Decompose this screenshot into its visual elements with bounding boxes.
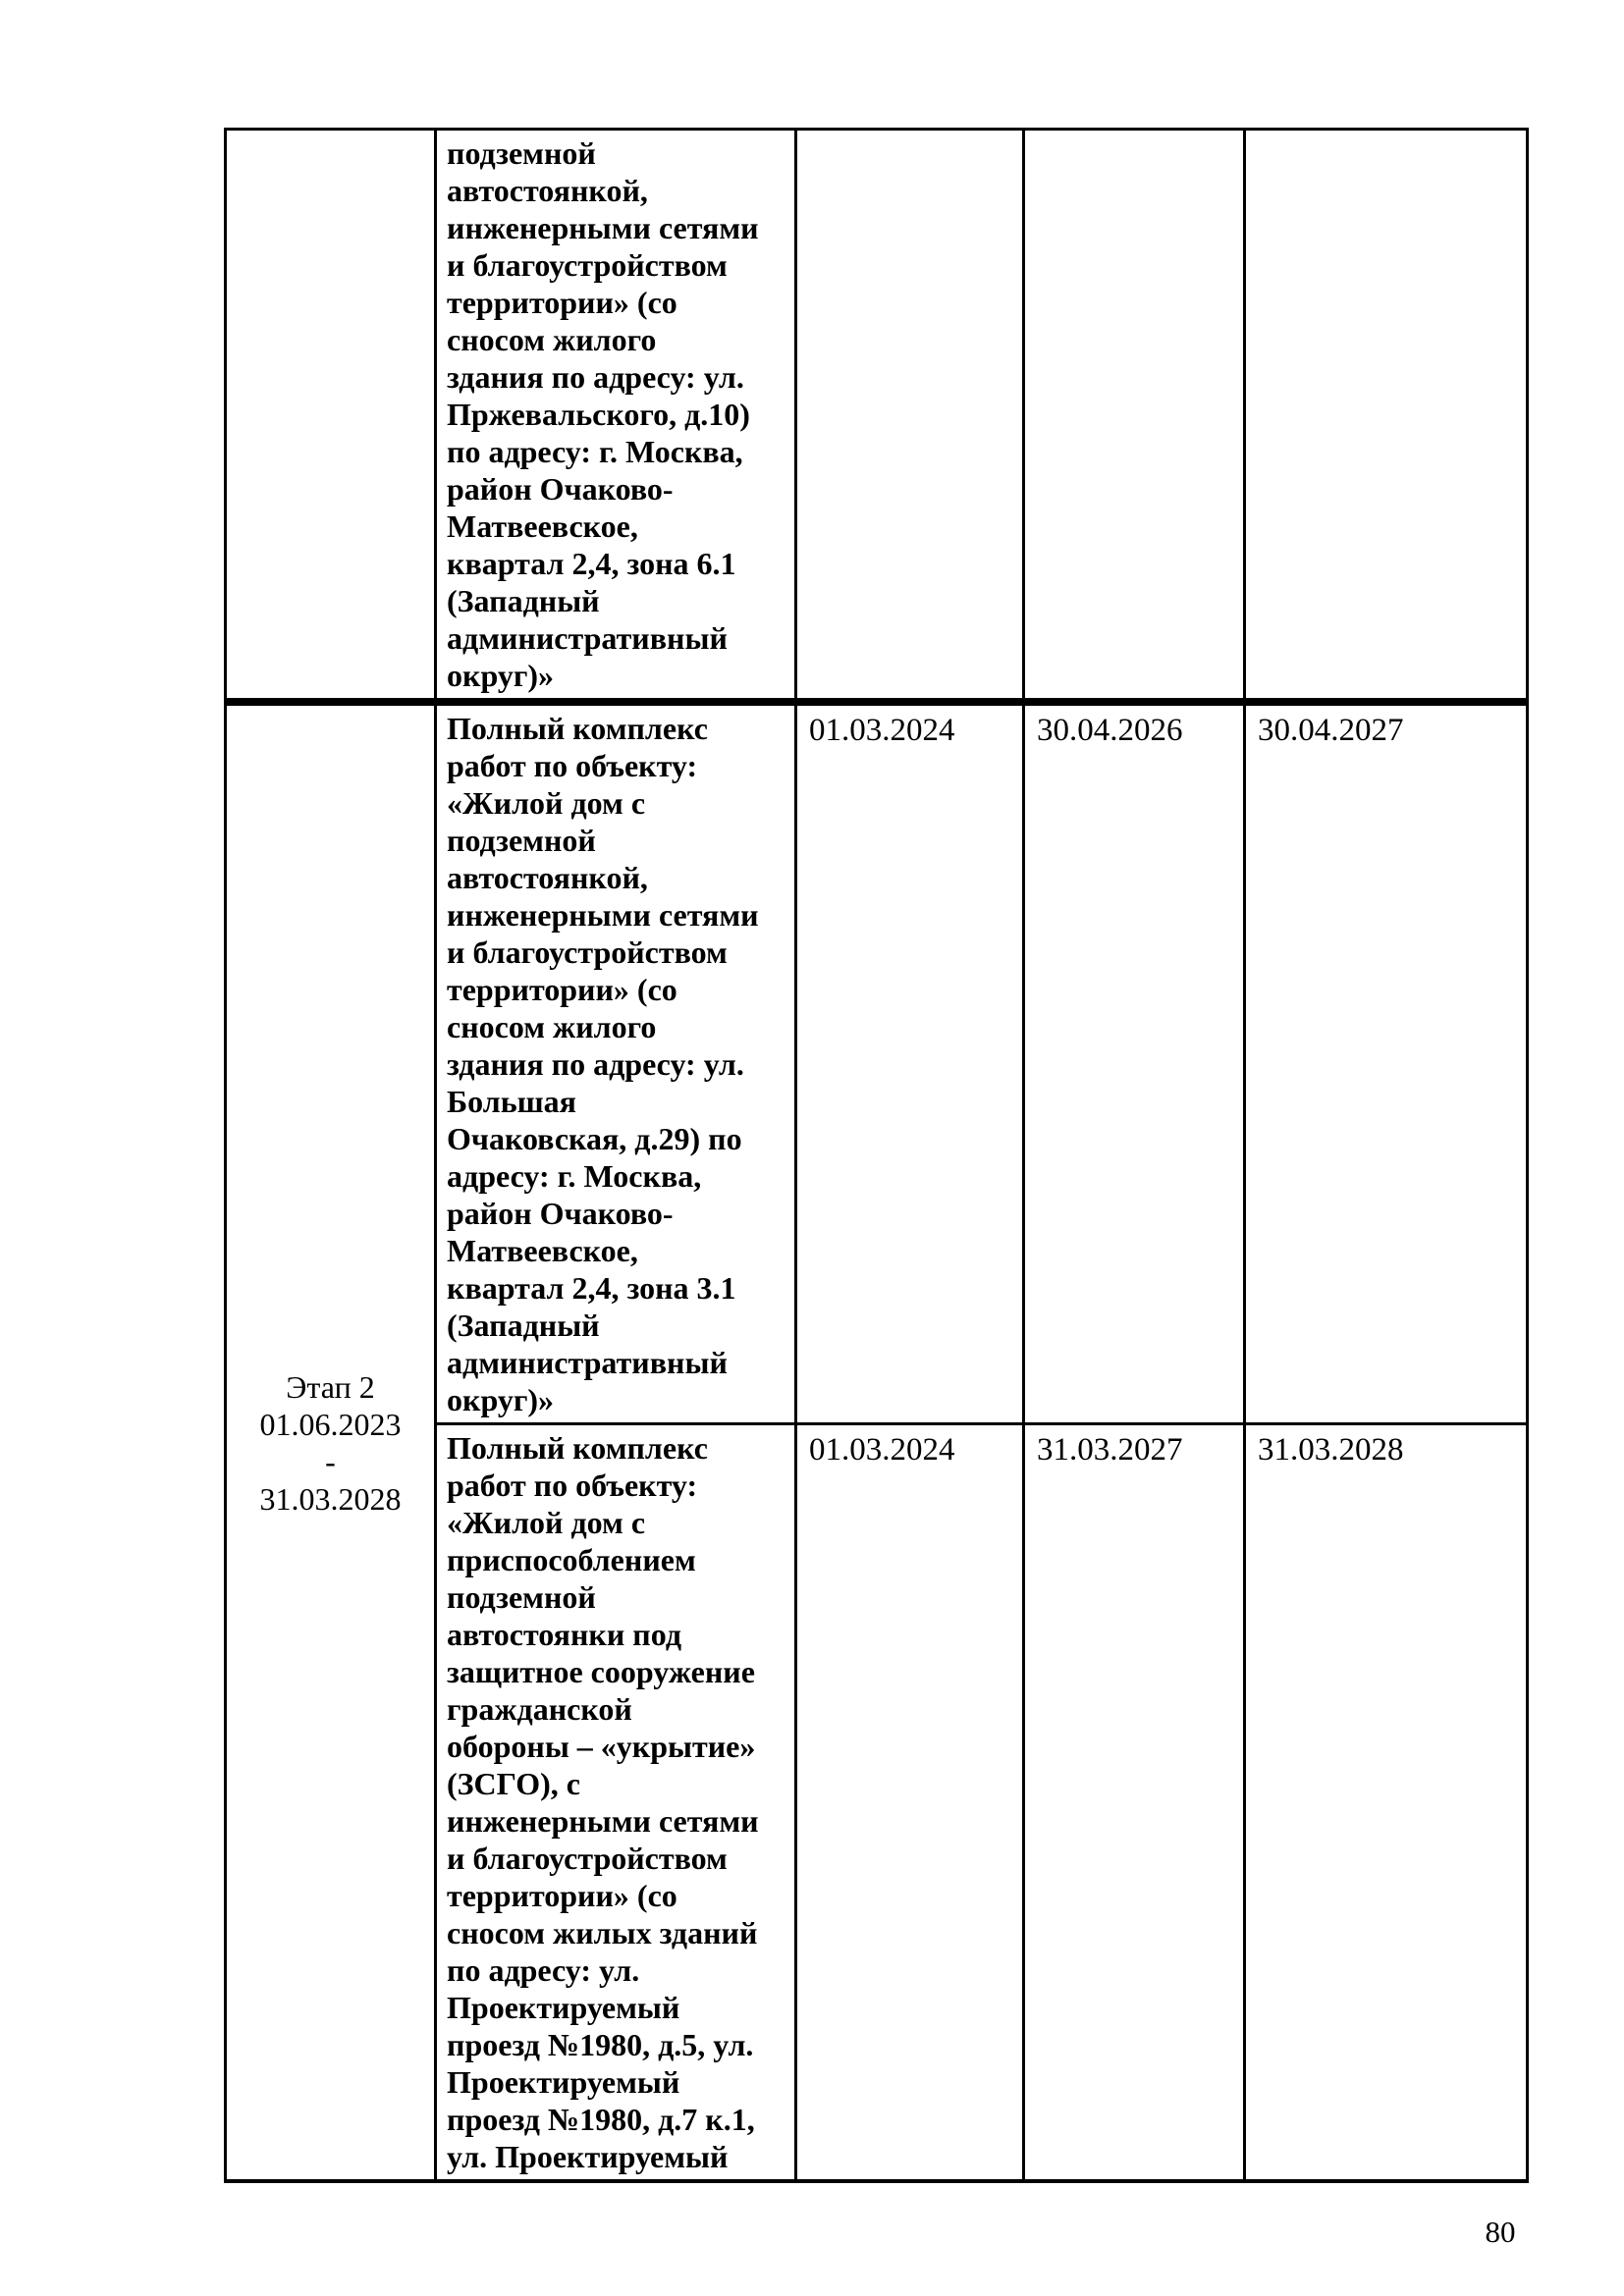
date-cell-3: 30.04.2027: [1243, 700, 1529, 1425]
date-cell-1: [794, 128, 1025, 706]
description-cell: Полный комплекс работ по объекту: «Жилой…: [434, 700, 797, 1425]
table-row: Этап 2 01.06.2023 - 31.03.2028 Полный ко…: [224, 700, 1529, 2183]
stage-label: Этап 2 01.06.2023 - 31.03.2028: [259, 1368, 402, 1517]
table-row: подземной автостоянкой, инженерными сетя…: [224, 128, 1529, 706]
date-cell-1: 01.03.2024: [794, 1422, 1025, 2183]
date-value: 01.03.2024: [809, 713, 955, 748]
date-value: 30.04.2027: [1258, 713, 1404, 748]
date-cell-2: 30.04.2026: [1022, 700, 1246, 1425]
project-description: Полный комплекс работ по объекту: «Жилой…: [447, 711, 759, 1417]
page-number: 80: [1485, 2215, 1516, 2249]
stage-cell: Этап 2 01.06.2023 - 31.03.2028: [224, 700, 437, 2183]
date-value: 30.04.2026: [1037, 713, 1183, 748]
date-cell-2: [1022, 128, 1246, 706]
date-value: 31.03.2027: [1037, 1432, 1183, 1468]
description-cell: подземной автостоянкой, инженерными сетя…: [434, 128, 797, 706]
construction-schedule-table: подземной автостоянкой, инженерными сетя…: [224, 128, 1529, 2183]
date-cell-2: 31.03.2027: [1022, 1422, 1246, 2183]
date-value: 31.03.2028: [1258, 1432, 1404, 1468]
date-value: 01.03.2024: [809, 1432, 955, 1468]
project-description: Полный комплекс работ по объекту: «Жилой…: [447, 1430, 759, 2174]
table-row: Полный комплекс работ по объекту: «Жилой…: [226, 1422, 1529, 2183]
date-cell-3: [1243, 128, 1529, 706]
date-cell-1: 01.03.2024: [794, 700, 1025, 1425]
stage-cell-empty: [224, 128, 437, 706]
date-cell-3: 31.03.2028: [1243, 1422, 1529, 2183]
description-cell: Полный комплекс работ по объекту: «Жилой…: [434, 1422, 797, 2183]
project-description: подземной автостоянкой, инженерными сетя…: [447, 135, 759, 693]
